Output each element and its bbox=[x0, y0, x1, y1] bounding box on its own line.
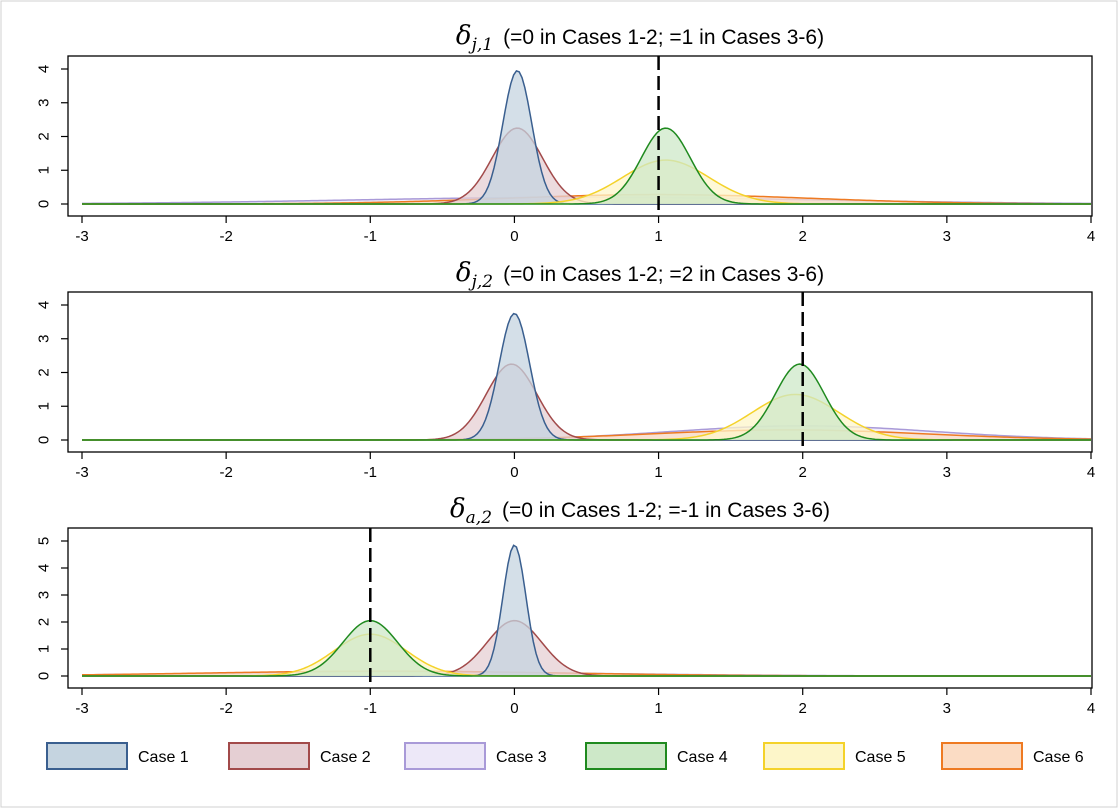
x-tick-label: -3 bbox=[75, 228, 88, 245]
y-tick-label: 4 bbox=[36, 301, 53, 309]
density-area-case-4 bbox=[82, 620, 1091, 676]
y-tick-label: 3 bbox=[36, 591, 53, 599]
x-tick-label: 1 bbox=[654, 700, 662, 717]
x-tick-label: -1 bbox=[364, 464, 377, 481]
y-tick-label: 2 bbox=[36, 368, 53, 376]
density-line-case-4 bbox=[82, 127, 1091, 205]
title-symbol: δ bbox=[456, 258, 472, 288]
y-tick-label: 5 bbox=[36, 537, 53, 545]
legend-swatch-case-5 bbox=[763, 742, 845, 770]
x-tick-label: 2 bbox=[799, 700, 807, 717]
title-symbol: δ bbox=[456, 21, 472, 51]
panel-delta-j2: δj,2 (=0 in Cases 1-2; =2 in Cases 3-6) -… bbox=[36, 258, 1096, 481]
legend-swatch-case-3 bbox=[404, 742, 486, 770]
y-tick-label: 2 bbox=[36, 618, 53, 626]
panel-title: δa,2 (=0 in Cases 1-2; =-1 in Cases 3-6) bbox=[450, 494, 830, 528]
density-line-case-4 bbox=[82, 619, 1091, 677]
x-tick-label: 4 bbox=[1087, 700, 1095, 717]
y-tick-label: 0 bbox=[36, 672, 53, 680]
title-symbol: δ bbox=[450, 494, 466, 524]
x-tick-label: 3 bbox=[943, 464, 951, 481]
x-tick-label: 0 bbox=[510, 228, 518, 245]
y-tick-label: 4 bbox=[36, 65, 53, 73]
x-tick-label: 2 bbox=[799, 464, 807, 481]
y-tick-label: 0 bbox=[36, 436, 53, 444]
x-tick-label: 1 bbox=[654, 228, 662, 245]
legend-swatch-case-1 bbox=[46, 742, 128, 770]
panel-delta-j1: δj,1 (=0 in Cases 1-2; =1 in Cases 3-6) -… bbox=[36, 21, 1096, 245]
x-tick-label: -3 bbox=[75, 700, 88, 717]
density-area-case-4 bbox=[82, 364, 1091, 440]
y-tick-label: 2 bbox=[36, 132, 53, 140]
legend-swatch-case-4 bbox=[585, 742, 667, 770]
legend: Case 1 Case 2 Case 3 Case 4 Case 5 Case 6 bbox=[46, 742, 1084, 770]
panel-delta-a2: δa,2 (=0 in Cases 1-2; =-1 in Cases 3-6) … bbox=[36, 494, 1096, 717]
title-text: (=0 in Cases 1-2; =1 in Cases 3-6) bbox=[503, 26, 824, 49]
y-tick-label: 0 bbox=[36, 200, 53, 208]
title-text: (=0 in Cases 1-2; =2 in Cases 3-6) bbox=[503, 263, 824, 286]
x-tick-label: 4 bbox=[1087, 464, 1095, 481]
x-tick-label: -3 bbox=[75, 464, 88, 481]
legend-label: Case 6 bbox=[1033, 749, 1084, 766]
x-tick-label: -2 bbox=[219, 700, 232, 717]
title-subscript: a,2 bbox=[466, 508, 492, 528]
title-subscript: j,1 bbox=[468, 35, 494, 55]
x-tick-label: 2 bbox=[799, 228, 807, 245]
y-tick-label: 1 bbox=[36, 645, 53, 653]
legend-label: Case 5 bbox=[855, 749, 906, 766]
legend-label: Case 3 bbox=[496, 749, 547, 766]
legend-label: Case 2 bbox=[320, 749, 371, 766]
legend-swatch-case-6 bbox=[941, 742, 1023, 770]
panel-title: δj,1 (=0 in Cases 1-2; =1 in Cases 3-6) bbox=[456, 21, 824, 55]
legend-label: Case 1 bbox=[138, 749, 189, 766]
x-tick-label: 0 bbox=[510, 464, 518, 481]
panel-title: δj,2 (=0 in Cases 1-2; =2 in Cases 3-6) bbox=[456, 258, 824, 292]
title-subscript: j,2 bbox=[468, 272, 494, 292]
x-tick-label: -1 bbox=[364, 700, 377, 717]
y-tick-label: 1 bbox=[36, 402, 53, 410]
y-tick-label: 1 bbox=[36, 166, 53, 174]
x-tick-label: -2 bbox=[219, 464, 232, 481]
y-tick-label: 4 bbox=[36, 564, 53, 572]
x-tick-label: 4 bbox=[1087, 228, 1095, 245]
x-tick-label: 3 bbox=[943, 700, 951, 717]
x-tick-label: -2 bbox=[219, 228, 232, 245]
y-tick-label: 3 bbox=[36, 99, 53, 107]
x-tick-label: 1 bbox=[654, 464, 662, 481]
x-tick-label: -1 bbox=[364, 228, 377, 245]
plot-frame bbox=[67, 527, 1093, 689]
x-tick-label: 0 bbox=[510, 700, 518, 717]
x-tick-label: 3 bbox=[943, 228, 951, 245]
density-line-case-4 bbox=[82, 363, 1091, 441]
y-tick-label: 3 bbox=[36, 335, 53, 343]
legend-label: Case 4 bbox=[677, 749, 728, 766]
title-text: (=0 in Cases 1-2; =-1 in Cases 3-6) bbox=[502, 499, 830, 522]
legend-swatch-case-2 bbox=[228, 742, 310, 770]
